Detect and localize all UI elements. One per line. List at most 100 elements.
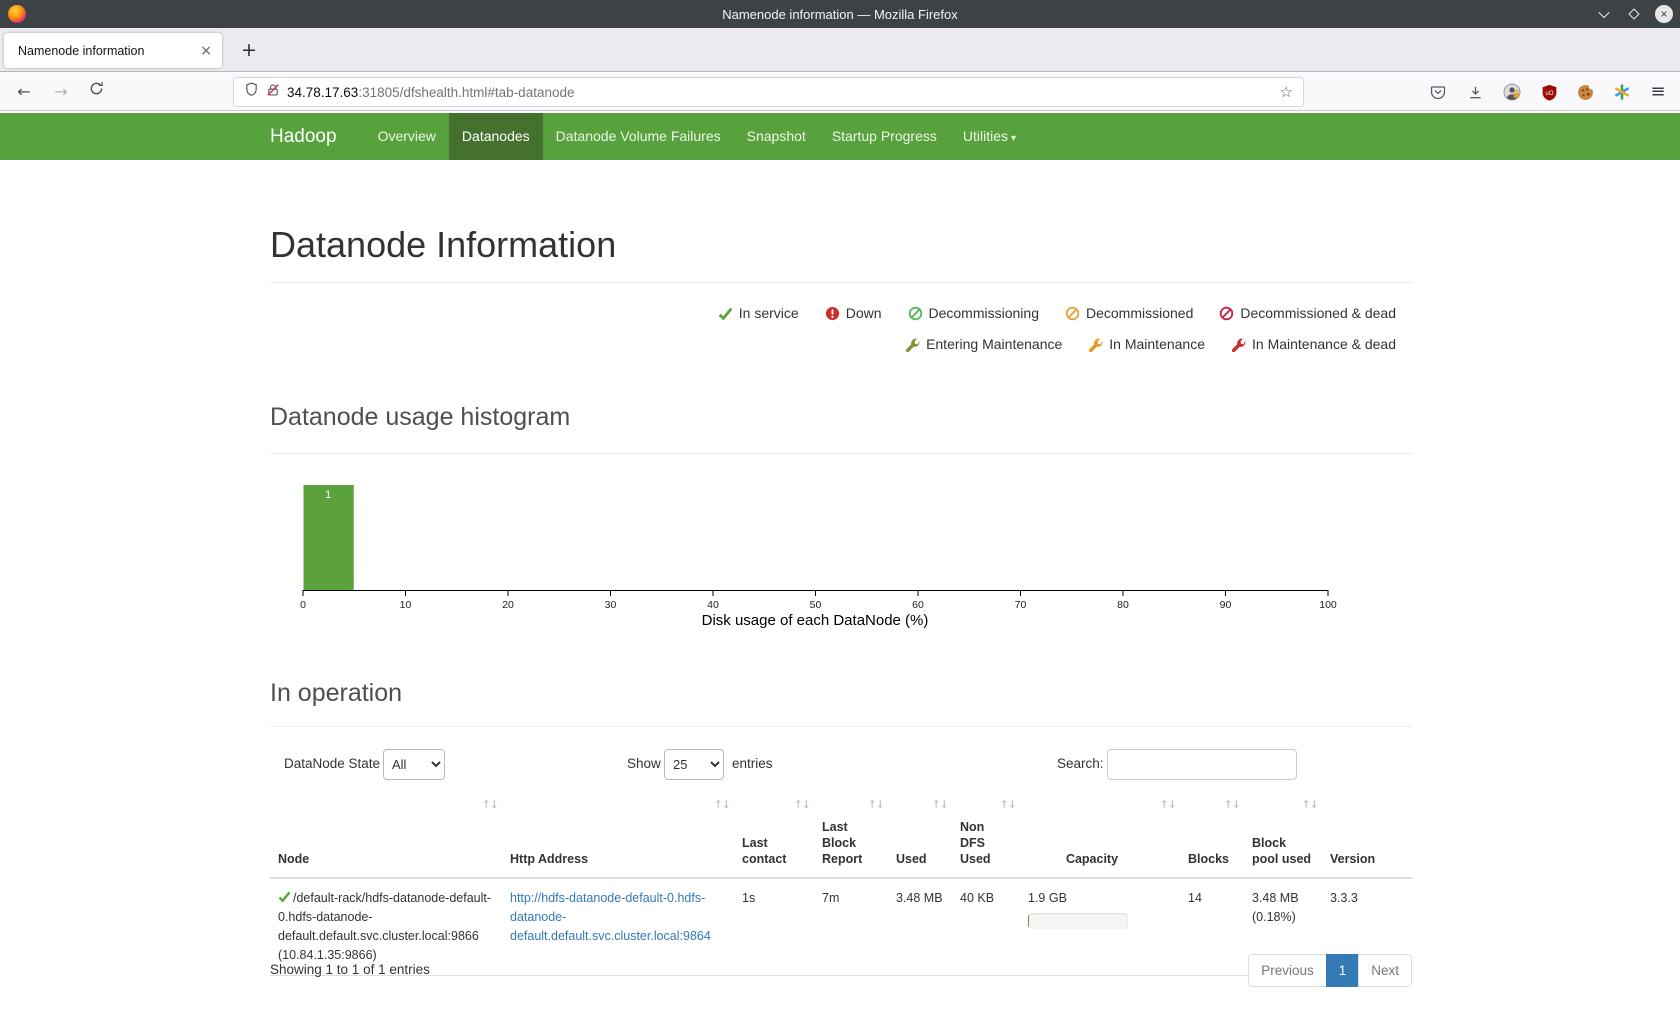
nav-item-utilities[interactable]: Utilities ▾ (962, 128, 1017, 144)
column-header-capacity[interactable]: ↑↓ Capacity (1020, 793, 1180, 879)
column-header-node[interactable]: ↑↓ Node (270, 793, 502, 879)
show-entries-select[interactable]: 25 (664, 749, 724, 780)
search-input[interactable] (1107, 749, 1297, 780)
page-title: Datanode Information (270, 224, 617, 265)
window-controls: × (1594, 0, 1674, 28)
svg-text:0: 0 (300, 599, 306, 611)
nav-item-startup-progress[interactable]: Startup Progress (831, 128, 937, 144)
back-icon[interactable]: ← (17, 82, 31, 101)
tab-close-icon[interactable]: × (200, 42, 212, 59)
minimize-icon[interactable] (1594, 4, 1614, 24)
url-path: :31805/dfshealth.html#tab-datanode (358, 84, 575, 100)
histogram-bar: 1 (303, 485, 354, 590)
window-title: Namenode information — Mozilla Firefox (722, 6, 958, 22)
nav-item-datanodes[interactable]: Datanodes (448, 113, 543, 160)
download-icon[interactable] (1463, 81, 1487, 103)
column-header-non-dfs-used[interactable]: ↑↓ Non DFS Used (952, 793, 1020, 879)
svg-text:40: 40 (707, 599, 719, 611)
close-icon[interactable]: × (1654, 4, 1674, 24)
check-icon (278, 890, 291, 903)
pagination-next-button[interactable]: Next (1358, 954, 1412, 987)
cell-last-contact: 1s (734, 878, 814, 976)
sort-icon[interactable]: ↑↓ (931, 798, 949, 811)
reload-icon[interactable] (84, 80, 108, 104)
entries-label: entries (732, 756, 773, 771)
sort-icon[interactable]: ↑↓ (867, 798, 885, 811)
cell-capacity: 1.9 GB (1020, 878, 1180, 976)
url-text[interactable]: 34.78.17.63:31805/dfshealth.html#tab-dat… (287, 85, 1273, 100)
datanode-http-link[interactable]: http://hdfs-datanode-default-0.hdfs-data… (510, 891, 711, 943)
column-header-last-block-report[interactable]: ↑↓ Last Block Report (814, 793, 888, 879)
theme-extension-icon[interactable] (1610, 81, 1634, 103)
ublock-icon[interactable]: uO (1537, 81, 1561, 103)
tab-bar: Namenode information × + (0, 28, 1680, 72)
nav-item-snapshot[interactable]: Snapshot (746, 128, 806, 144)
cell-blocks: 14 (1180, 878, 1244, 976)
legend-in-service: In service (718, 305, 799, 321)
maximize-icon[interactable] (1624, 4, 1644, 24)
nav-item-overview[interactable]: Overview (377, 128, 436, 144)
table-info-text: Showing 1 to 1 of 1 entries (270, 962, 430, 977)
svg-text:90: 90 (1220, 599, 1232, 611)
pagination-page-1-button[interactable]: 1 (1325, 954, 1360, 987)
svg-text:50: 50 (810, 599, 822, 611)
hadoop-navbar: Hadoop Overview Datanodes Datanode Volum… (0, 113, 1680, 160)
node-status-legend-row-1: In service Down Decommissioning Decommis… (718, 305, 1396, 321)
datanode-state-select[interactable]: All (383, 749, 445, 780)
nav-item-datanode-volume-failures[interactable]: Datanode Volume Failures (555, 128, 721, 144)
column-header-last-contact[interactable]: ↑↓ Last contact (734, 793, 814, 879)
exclamation-circle-icon (825, 306, 840, 321)
column-header-version[interactable]: Version (1322, 793, 1412, 879)
column-header-blocks[interactable]: ↑↓ Blocks (1180, 793, 1244, 879)
datanode-usage-histogram: 1 0 10 20 30 40 50 60 70 80 90 100 Disk usage of e… (300, 485, 1337, 629)
legend-down: Down (825, 305, 882, 321)
datanode-table: ↑↓ Node ↑↓ Http Address ↑↓ Last contact ↑↓ L… (270, 793, 1412, 976)
navbar-brand-hadoop[interactable]: Hadoop (270, 126, 337, 147)
bookmark-star-icon[interactable]: ☆ (1279, 83, 1293, 101)
forward-icon[interactable]: → (54, 82, 68, 101)
divider (270, 282, 1412, 283)
histogram-x-axis-ticks: 0 10 20 30 40 50 60 70 80 90 100 (300, 590, 1337, 611)
url-bar[interactable]: 34.78.17.63:31805/dfshealth.html#tab-dat… (233, 77, 1304, 107)
legend-in-maintenance-dead: In Maintenance & dead (1231, 336, 1396, 352)
legend-decommissioned-dead: Decommissioned & dead (1219, 305, 1396, 321)
show-entries-label: Show (627, 756, 661, 771)
cell-used: 3.48 MB (888, 878, 952, 976)
page-content: Datanode Information In service Down Dec… (270, 0, 1412, 1012)
check-icon (718, 306, 733, 321)
container-extension-icon[interactable] (1500, 81, 1524, 103)
histogram-heading: Datanode usage histogram (270, 403, 571, 431)
column-header-block-pool-used[interactable]: ↑↓ Block pool used (1244, 793, 1322, 879)
tab-title: Namenode information (18, 43, 145, 58)
column-header-used[interactable]: ↑↓ Used (888, 793, 952, 879)
datanode-state-label: DataNode State (284, 756, 381, 771)
cell-node: /default-rack/hdfs-datanode-default-0.hd… (270, 878, 502, 976)
ban-circle-icon (1219, 306, 1234, 321)
cell-last-block-report: 7m (814, 878, 888, 976)
pagination-previous-button[interactable]: Previous (1248, 954, 1327, 987)
shield-icon[interactable] (244, 82, 259, 102)
sort-icon[interactable]: ↑↓ (1301, 798, 1319, 811)
svg-text:uO: uO (1545, 90, 1553, 96)
tab-namenode-information[interactable]: Namenode information × (4, 33, 222, 68)
histogram-x-axis-label: Disk usage of each DataNode (%) (702, 612, 929, 629)
sort-icon[interactable]: ↑↓ (713, 798, 731, 811)
sort-icon[interactable]: ↑↓ (793, 798, 811, 811)
sort-icon[interactable]: ↑↓ (1223, 798, 1241, 811)
sort-icon[interactable]: ↑↓ (1159, 798, 1177, 811)
capacity-progress-bar (1028, 913, 1128, 929)
svg-text:1: 1 (325, 489, 331, 501)
svg-text:20: 20 (502, 599, 514, 611)
menu-icon[interactable]: ≡ (1650, 81, 1666, 102)
browser-toolbar: ← → 34.78.17.63:31805/dfshealth.html#tab… (0, 73, 1680, 111)
cookie-extension-icon[interactable] (1573, 81, 1597, 103)
pagination: Previous 1 Next (1248, 954, 1412, 987)
sort-icon[interactable]: ↑↓ (481, 798, 499, 811)
pocket-icon[interactable] (1426, 81, 1450, 103)
column-header-http-address[interactable]: ↑↓ Http Address (502, 793, 734, 879)
divider (270, 726, 1412, 727)
insecure-lock-icon[interactable] (266, 83, 280, 102)
cell-non-dfs-used: 40 KB (952, 878, 1020, 976)
new-tab-button[interactable]: + (241, 39, 257, 61)
sort-icon[interactable]: ↑↓ (999, 798, 1017, 811)
